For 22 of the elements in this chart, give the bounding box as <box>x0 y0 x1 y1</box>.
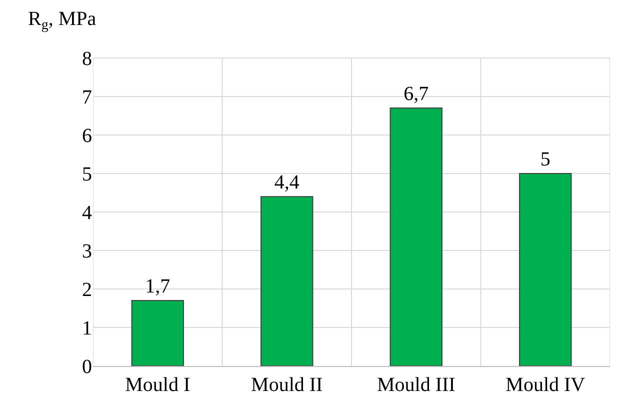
y-tick-label: 0 <box>82 356 92 378</box>
bar <box>260 196 314 366</box>
bar <box>390 108 442 366</box>
y-tick-label: 4 <box>82 202 92 224</box>
y-tick-label: 7 <box>82 86 92 108</box>
data-label: 4,4 <box>274 172 300 194</box>
y-tick-label: 3 <box>82 240 92 262</box>
y-tick-label: 1 <box>82 318 92 340</box>
data-label: 5 <box>540 148 550 170</box>
y-tick-label: 5 <box>82 164 92 186</box>
y-axis-title: R$_{g}$, MPa <box>28 8 96 34</box>
data-label: 6,7 <box>404 83 429 106</box>
data-label: 1,7 <box>145 276 170 298</box>
x-tick-label: Mould II <box>251 374 323 396</box>
x-tick-label: Mould III <box>376 374 456 396</box>
bar <box>131 300 184 366</box>
x-tick-label: Mould I <box>125 374 190 396</box>
x-tick-label: Mould IV <box>506 374 586 396</box>
y-tick-label: 2 <box>82 279 92 301</box>
y-tick-label: 6 <box>82 125 92 147</box>
bar <box>519 173 572 366</box>
y-tick-label: 8 <box>82 48 92 70</box>
